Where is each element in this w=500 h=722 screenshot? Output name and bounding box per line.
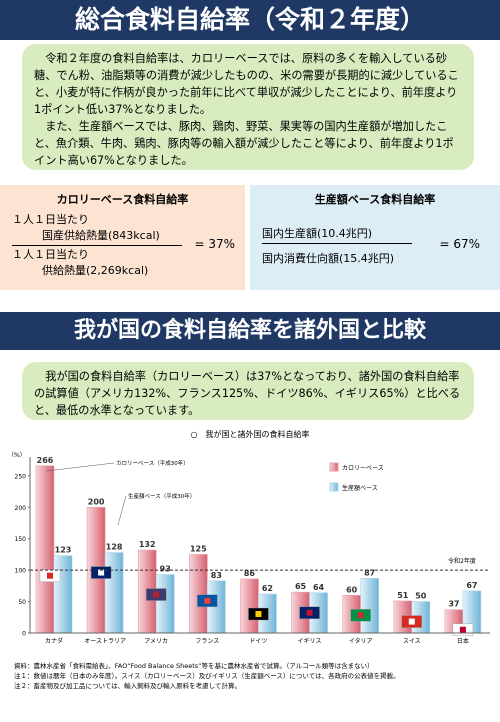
value-label: 200 [88, 497, 105, 506]
flag-mark [98, 569, 105, 576]
y-axis-label: （%） [8, 452, 26, 459]
section-banner: 我が国の食料自給率を諸外国と比較 [0, 312, 500, 350]
y-tick-label: 50 [18, 599, 26, 606]
x-tick-label: 日本 [457, 637, 469, 645]
result: = 37% [194, 237, 235, 251]
text: 国産供給熱量(843kcal) [42, 229, 160, 242]
section-text-box: 我が国の食料自給率（カロリーベース）は37%となっており、諸外国の食料自給率の試… [22, 362, 474, 420]
legend-swatch [329, 462, 339, 472]
annotation-line [45, 462, 115, 472]
value-label: 86 [244, 569, 256, 578]
bar [189, 554, 208, 634]
text: １人１日当たり [12, 248, 89, 261]
value-label: 125 [190, 544, 207, 553]
y-tick-label: 250 [15, 473, 27, 480]
y-tick-label: 0 [22, 631, 26, 638]
chart-title: ○ 我が国と諸外国の食料自給率 [191, 429, 310, 439]
legend-swatch [329, 482, 339, 492]
value-label: 50 [415, 592, 427, 601]
value-label: 65 [295, 582, 307, 591]
value-label: 67 [466, 581, 477, 590]
y-tick-label: 100 [15, 568, 27, 575]
footnote: 資料：農林水産省「食料需給表」、FAO“Food Balance Sheets”… [14, 662, 374, 670]
value-label: 51 [397, 591, 409, 600]
text: 供給熱量(2,269kcal) [42, 264, 149, 277]
footnote: 注２：畜産物及び加工品については、輸入飼料及び輸入原料を考慮して計算。 [14, 682, 241, 690]
annotation: 令和2年度 [448, 557, 476, 565]
intro-box: 令和２年度の食料自給率は、カロリーベースでは、原料の多くを輸入している砂糖、でん… [22, 44, 474, 170]
denominator: 国内消費仕向額(15.4兆円) [262, 252, 395, 265]
flag-mark [153, 591, 160, 598]
flag-mark [47, 572, 53, 579]
flag-mark [459, 626, 466, 633]
x-tick-label: フランス [195, 638, 219, 645]
legend-label: カロリーベース [342, 465, 384, 472]
formula-box: 生産額ベース食料自給率 国内生産額(10.4兆円) 国内消費仕向額(15.4兆円… [250, 185, 500, 290]
x-tick-label: カナダ [45, 637, 63, 645]
title-banner: 総合食料自給率（令和２年度） [0, 0, 500, 40]
annotation: カロリーベース（平成30年） [116, 459, 189, 467]
value-label: 60 [346, 585, 358, 594]
flag-mark [204, 597, 211, 604]
value-label: 64 [313, 583, 325, 592]
legend-label: 生産額ベース [342, 484, 378, 492]
value-label: 93 [160, 565, 171, 574]
text: １人１日当たり [12, 213, 89, 226]
footnote: 注１：数値は暦年（日本のみ年度）。スイス（カロリーベース）及びイギリス（生産額ベ… [14, 672, 400, 680]
result: = 67% [439, 237, 480, 251]
x-tick-label: スイス [403, 638, 421, 645]
flag-mark [357, 612, 364, 619]
value-label: 123 [55, 546, 72, 555]
bar [240, 578, 259, 634]
x-tick-label: イギリス [298, 638, 322, 645]
denominator: １人１日当たり供給熱量(2,269kcal) [12, 246, 182, 278]
value-label: 128 [106, 543, 123, 552]
footnotes: 資料：農林水産省「食料需給表」、FAO“Food Balance Sheets”… [14, 661, 494, 691]
formula-title: 生産額ベース食料自給率 [314, 193, 436, 206]
x-tick-label: オーストラリア [84, 638, 126, 645]
bar [35, 465, 55, 634]
value-label: 37 [448, 600, 459, 609]
bar [360, 578, 379, 634]
bar [53, 555, 73, 634]
paragraph: また、生産額ベースでは、豚肉、鶏肉、野菜、果実等の国内生産額が増加したこと、魚介… [34, 120, 454, 167]
flag-mark [408, 618, 415, 625]
numerator: 国内生産額(10.4兆円) [262, 225, 412, 244]
annotation-line [117, 495, 127, 526]
y-tick-label: 150 [15, 536, 27, 543]
value-label: 132 [139, 540, 156, 549]
chart: ○ 我が国と諸外国の食料自給率 （%） 0 50 100 150 200 250 カナダ 26… [8, 429, 490, 645]
value-label: 83 [211, 571, 222, 580]
flag-mark [255, 611, 262, 618]
x-tick-label: ドイツ [249, 638, 267, 645]
paragraph: 令和２年度の食料自給率は、カロリーベースでは、原料の多くを輸入している砂糖、でん… [34, 52, 459, 116]
x-tick-label: イタリア [349, 637, 373, 645]
bar [155, 574, 175, 634]
value-label: 62 [262, 584, 273, 593]
bar [104, 552, 124, 634]
formula-title: カロリーベース食料自給率 [56, 193, 189, 206]
formula-box: カロリーベース食料自給率 １人１日当たり 国産供給熱量(843kcal) １人１日… [0, 185, 245, 290]
value-label: 87 [364, 568, 375, 577]
paragraph: 我が国の食料自給率（カロリーベース）は37%となっており、諸外国の食料自給率の試… [34, 370, 461, 417]
annotation: 生産額ベース（平成30年） [128, 492, 195, 500]
flag-mark [306, 609, 313, 616]
x-tick-label: アメリカ [144, 638, 168, 645]
y-tick-label: 200 [15, 505, 27, 512]
value-label: 266 [37, 456, 54, 465]
numerator: １人１日当たり国産供給熱量(843kcal) [12, 211, 182, 246]
